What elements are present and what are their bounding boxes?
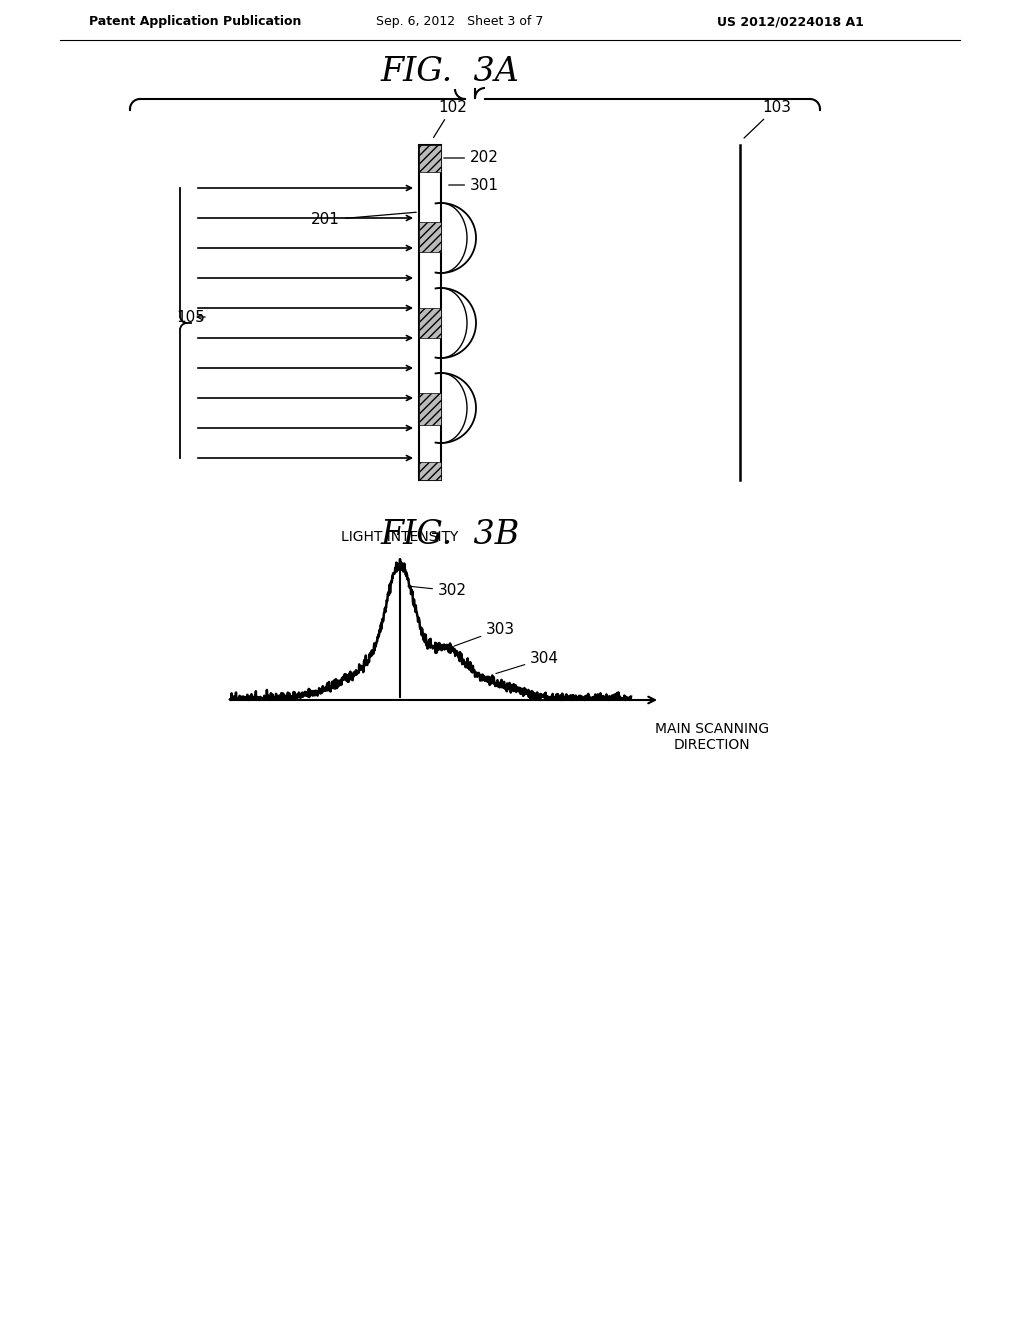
Text: Patent Application Publication: Patent Application Publication	[89, 16, 301, 29]
Text: Sep. 6, 2012   Sheet 3 of 7: Sep. 6, 2012 Sheet 3 of 7	[376, 16, 544, 29]
Text: 103: 103	[744, 99, 791, 139]
Text: LIGHT INTENSITY: LIGHT INTENSITY	[341, 531, 459, 544]
Text: MAIN SCANNING
DIRECTION: MAIN SCANNING DIRECTION	[655, 722, 769, 752]
Text: 304: 304	[496, 651, 559, 673]
Bar	[419, 462, 441, 480]
Bar	[419, 145, 441, 480]
Text: US 2012/0224018 A1: US 2012/0224018 A1	[717, 16, 863, 29]
Text: 302: 302	[408, 583, 467, 598]
Bar	[419, 222, 441, 252]
Text: 105: 105	[176, 309, 205, 325]
Text: 202: 202	[443, 150, 499, 165]
Bar	[419, 393, 441, 425]
Text: FIG.  3A: FIG. 3A	[381, 55, 519, 88]
Text: FIG.  3B: FIG. 3B	[380, 519, 519, 550]
Bar	[419, 145, 441, 172]
Text: 301: 301	[449, 177, 499, 193]
Text: 303: 303	[454, 622, 515, 647]
Text: 102: 102	[433, 99, 467, 137]
Text: 201: 201	[311, 213, 416, 227]
Bar	[419, 308, 441, 338]
